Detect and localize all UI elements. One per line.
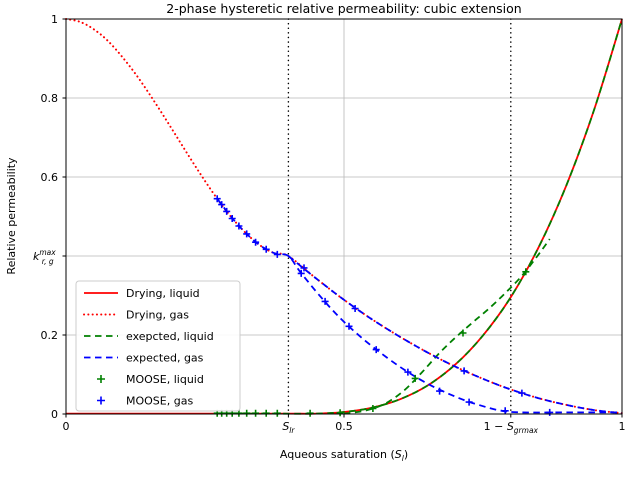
legend-entry-1: Drying, gas [83,309,189,322]
legend-label: Drying, liquid [126,287,200,300]
curve [343,238,551,415]
plus-markers [213,268,530,417]
legend-label: MOOSE, liquid [126,373,204,386]
plus-markers [213,195,554,416]
legend-label: expected, gas [126,352,204,365]
tick-layer: 0 Slr 0.5 1 − Sgrmax 1 0 0.2 kmax r, g 0.6 0.8 1 [33,13,626,435]
legend-label: Drying, gas [126,309,189,322]
x-tick-label: 0 [63,420,70,433]
curve [287,255,623,415]
x-tick-label: 0.5 [335,420,353,433]
x-tick-label: Slr [282,420,295,435]
curve [216,198,622,414]
series-moose--gas [213,195,554,416]
curve [217,18,623,415]
y-tick-label: 0 [51,408,58,421]
legend-entry-4: MOOSE, liquid [97,373,204,386]
legend-entry-2: exepcted, liquid [84,330,214,343]
legend-label: exepcted, liquid [126,330,214,343]
series-exepcted--liquid [217,18,623,415]
chart-title: 2-phase hysteretic relative permeability… [166,1,521,16]
grid-layer [66,19,622,414]
legend-box [75,280,241,412]
x-tick-label: 1 [619,420,626,433]
legend-marker [97,396,105,405]
legend-entry-3: expected, gas [84,352,204,365]
curve [65,18,623,415]
legend-marker [97,375,105,383]
series-expected--gas [216,198,623,415]
y-axis-label: Relative permeability [5,157,18,275]
legend-label: MOOSE, gas [126,395,193,408]
y-tick-label: 1 [51,13,58,26]
legend: Drying, liquid Drying, gas exepcted, liqui… [75,280,241,412]
x-tick-label: 1 − Sgrmax [484,420,539,435]
series-layer [65,18,623,417]
legend-entry-5: MOOSE, gas [97,395,193,408]
y-tick-label: 0.8 [41,92,59,105]
y-tick-label-krgmax: kmax r, g [33,248,56,266]
x-axis-label: Aqueous saturation (Sl) [280,448,408,463]
y-tick-label: 0.2 [41,329,59,342]
series-drying--gas [65,18,623,415]
y-tick-label: 0.6 [41,171,59,184]
series-moose--liquid [213,268,530,417]
legend-entry-0: Drying, liquid [84,287,200,300]
reference-vlines [287,18,512,415]
x-axis-label-text: Aqueous saturation (Sl) [280,448,408,463]
